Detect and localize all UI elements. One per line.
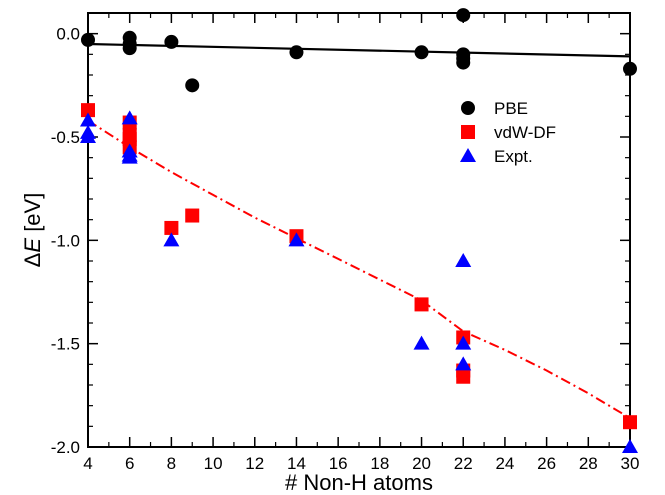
legend-marker bbox=[461, 125, 475, 139]
y-axis-title: ΔE [eV] bbox=[20, 193, 45, 268]
circle-marker bbox=[456, 8, 471, 23]
pbe-fit-line bbox=[87, 42, 631, 58]
circle-marker bbox=[185, 78, 200, 93]
triangle-marker bbox=[80, 112, 96, 127]
y-tick-label: -2.0 bbox=[51, 438, 80, 457]
square-marker bbox=[81, 103, 95, 118]
x-axis-title: # Non-H atoms bbox=[285, 470, 433, 495]
triangle-marker bbox=[288, 232, 305, 247]
x-tick-label: 26 bbox=[537, 454, 556, 473]
circle-marker bbox=[623, 61, 637, 76]
data-markers bbox=[80, 8, 638, 453]
vdw-fit-curve bbox=[87, 119, 631, 419]
legend-label: PBE bbox=[494, 99, 528, 118]
square-marker bbox=[414, 297, 429, 312]
x-tick-label: 4 bbox=[83, 454, 92, 473]
legend-label: vdW-DF bbox=[494, 123, 556, 142]
circle-marker bbox=[289, 45, 304, 60]
circle-marker bbox=[164, 34, 179, 49]
y-tick-label: 0.0 bbox=[56, 25, 80, 44]
x-tick-label: 24 bbox=[495, 454, 514, 473]
triangle-marker bbox=[80, 129, 96, 143]
y-axis-title-prefix: Δ bbox=[20, 252, 45, 267]
legend: PBE vdW-DF Expt. bbox=[460, 99, 556, 166]
x-tick-label: 28 bbox=[579, 454, 598, 473]
circle-marker bbox=[456, 55, 471, 70]
y-tick-label: -1.5 bbox=[51, 335, 80, 354]
legend-label: Expt. bbox=[494, 147, 533, 166]
x-tick-label: 20 bbox=[412, 454, 431, 473]
y-axis-title-unit: [eV] bbox=[20, 193, 45, 238]
x-tick-label: 6 bbox=[125, 454, 134, 473]
triangle-marker bbox=[455, 335, 472, 350]
circle-marker bbox=[122, 41, 137, 56]
triangle-marker bbox=[455, 253, 472, 267]
y-axis-title-variable: E bbox=[20, 238, 45, 253]
x-tick-label: 18 bbox=[370, 454, 389, 473]
square-marker bbox=[623, 415, 637, 430]
x-tick-label: 14 bbox=[287, 454, 306, 473]
y-tick-label: -1.0 bbox=[51, 231, 80, 250]
x-tick-label: 12 bbox=[245, 454, 264, 473]
triangle-marker bbox=[121, 149, 138, 164]
square-marker bbox=[164, 220, 179, 235]
fit-lines bbox=[87, 42, 631, 419]
triangle-marker bbox=[121, 110, 138, 125]
square-marker bbox=[456, 369, 471, 384]
x-tick-label: 10 bbox=[204, 454, 223, 473]
triangle-marker bbox=[622, 439, 638, 453]
x-tick-label: 8 bbox=[167, 454, 176, 473]
legend-marker bbox=[461, 101, 475, 115]
triangle-marker bbox=[413, 335, 430, 350]
axis-ticks bbox=[87, 12, 631, 448]
x-tick-label: 16 bbox=[329, 454, 348, 473]
tick-labels: 4 6 8 10 12 14 16 18 20 22 24 26 28 30 0.0 -0.5 -1.0 -1.5… bbox=[51, 25, 640, 473]
x-tick-label: 30 bbox=[621, 454, 640, 473]
square-marker bbox=[185, 208, 200, 223]
triangle-marker bbox=[163, 232, 180, 247]
triangle-marker bbox=[455, 356, 472, 371]
circle-marker bbox=[414, 45, 429, 60]
legend-marker bbox=[460, 148, 476, 162]
circle-marker bbox=[81, 32, 95, 47]
y-tick-label: -0.5 bbox=[51, 128, 80, 147]
x-tick-label: 22 bbox=[454, 454, 473, 473]
